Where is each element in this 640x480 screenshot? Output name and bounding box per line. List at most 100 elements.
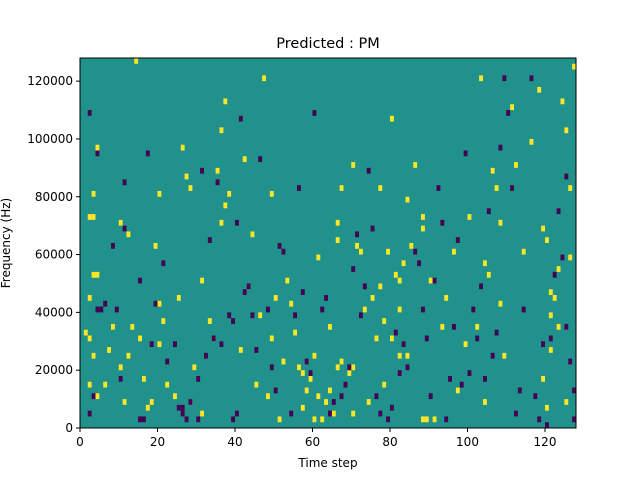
heatmap-cell-high [432, 416, 437, 423]
heatmap-cell-low [494, 329, 499, 336]
heatmap-cell-high [83, 329, 88, 336]
heatmap-cell-low [452, 323, 456, 330]
heatmap-cell-high [200, 410, 204, 417]
heatmap-cell-low [401, 341, 406, 348]
heatmap-cell-high [339, 358, 344, 365]
heatmap-cell-low [238, 115, 243, 122]
heatmap-cell-low [207, 237, 212, 243]
heatmap-cell-low [572, 416, 576, 423]
heatmap-cell-high [281, 358, 286, 365]
heatmap-cell-high [490, 167, 495, 174]
heatmap-cell-high [510, 104, 514, 111]
heatmap-cell-high [316, 254, 321, 261]
heatmap-cell-high [568, 254, 573, 261]
heatmap-cells [83, 58, 576, 428]
heatmap-cell-high [335, 237, 340, 243]
heatmap-cell-high [502, 352, 507, 359]
heatmap-cell-low [421, 306, 425, 313]
heatmap-cell-low [343, 381, 348, 388]
heatmap-cell-high [428, 277, 433, 284]
heatmap-cell-high [277, 416, 282, 423]
x-tick-label: 80 [382, 435, 397, 449]
heatmap-cell-high [269, 335, 274, 342]
heatmap-cell-low [355, 231, 359, 238]
heatmap-cell-high [397, 306, 402, 313]
heatmap-cell-high [95, 393, 100, 400]
heatmap-cell-low [378, 410, 383, 417]
plot-area [79, 57, 577, 429]
heatmap-cell-high [351, 364, 356, 371]
heatmap-cell-low [219, 341, 224, 348]
heatmap-cell-low [161, 260, 166, 267]
heatmap-cell-low [483, 375, 487, 382]
heatmap-cell-low [370, 225, 375, 232]
heatmap-cell-low [521, 306, 526, 313]
heatmap-cell-low [564, 323, 569, 330]
heatmap-cell-high [568, 185, 573, 191]
x-tick-label: 40 [227, 435, 242, 449]
heatmap-cell-low [231, 416, 235, 423]
heatmap-cell-high [483, 399, 487, 405]
heatmap-cell-high [289, 300, 294, 307]
heatmap-cell-high [320, 416, 325, 423]
heatmap-cell-low [176, 404, 181, 411]
heatmap-cell-high [359, 248, 363, 255]
heatmap-cell-high [444, 295, 449, 301]
heatmap-cell-high [405, 352, 410, 359]
heatmap-cell-high [421, 214, 425, 220]
heatmap-cell-low [266, 306, 270, 313]
heatmap-cell-high [130, 323, 135, 330]
heatmap-cell-high [339, 185, 344, 191]
heatmap-cell-high [390, 335, 394, 342]
heatmap-cell-high [95, 271, 100, 278]
heatmap-cell-low [103, 300, 108, 307]
heatmap-cell-low [545, 422, 549, 428]
heatmap-cell-low [529, 75, 534, 82]
heatmap-cell-high [362, 306, 367, 313]
heatmap-cell-low [188, 399, 193, 405]
heatmap-cell-high [293, 329, 297, 336]
heatmap-cell-high [126, 231, 131, 238]
heatmap-cell-low [184, 416, 189, 423]
heatmap-cell-low [502, 75, 507, 82]
heatmap-cell-high [463, 341, 468, 348]
heatmap-cell-high [300, 370, 305, 376]
heatmap-cell-high [421, 416, 425, 423]
y-tick-label: 0 [65, 421, 73, 435]
heatmap-cell-low [347, 364, 352, 371]
heatmap-cell-high [157, 341, 162, 348]
heatmap-cell-high [564, 399, 569, 405]
heatmap-cell-low [289, 410, 294, 417]
heatmap-cell-low [304, 358, 309, 365]
heatmap-cell-high [91, 271, 96, 278]
heatmap-cell-high [200, 277, 204, 284]
heatmap-cell-high [153, 243, 158, 249]
heatmap-cell-low [269, 364, 274, 371]
heatmap-cell-low [417, 260, 421, 267]
heatmap-cell-high [455, 387, 460, 394]
heatmap-cell-high [355, 243, 359, 249]
heatmap-cell-high [382, 381, 387, 388]
heatmap-cell-high [366, 399, 371, 405]
heatmap-cell-high [452, 248, 456, 255]
heatmap-cell-high [545, 237, 549, 243]
heatmap-cell-low [87, 110, 92, 116]
heatmap-cell-high [91, 190, 96, 197]
heatmap-cell-high [273, 295, 278, 301]
heatmap-cell-low [560, 254, 565, 261]
heatmap-cell-low [552, 271, 557, 278]
heatmap-cell-high [142, 375, 146, 382]
heatmap-cell-high [207, 318, 212, 324]
heatmap-cell-high [103, 381, 108, 388]
y-axis-ticks: 0 20000 40000 60000 80000 100000 120000 [27, 74, 80, 435]
heatmap-cell-low [510, 185, 514, 191]
heatmap-cell-low [428, 393, 433, 400]
heatmap-cell-high [556, 266, 561, 272]
heatmap-cell-low [351, 266, 356, 272]
heatmap-cell-low [564, 173, 569, 180]
heatmap-cell-low [467, 370, 472, 376]
heatmap-cell-high [479, 75, 483, 82]
heatmap-cell-high [227, 190, 232, 197]
heatmap-cell-low [393, 329, 398, 336]
